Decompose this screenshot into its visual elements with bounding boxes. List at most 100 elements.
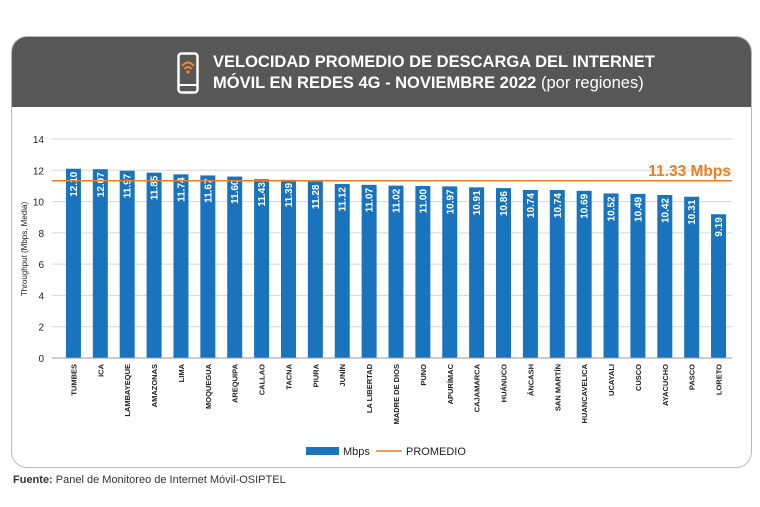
bar-value-label: 12.07 <box>96 172 107 197</box>
bar-value-label: 10.74 <box>553 193 564 218</box>
x-tick-label: PUNO <box>419 364 428 386</box>
bar <box>469 187 485 358</box>
bar <box>576 190 592 358</box>
bar <box>657 195 673 358</box>
bar-value-label: 10.42 <box>660 198 671 223</box>
bar-value-label: 11.12 <box>338 187 349 212</box>
chart-card: VELOCIDAD PROMEDIO DE DESCARGA DEL INTER… <box>11 36 752 468</box>
x-tick-label: AREQUIPA <box>231 363 240 403</box>
bar <box>334 184 350 358</box>
bar <box>415 185 431 358</box>
x-tick-label: HUÁNUCO <box>500 364 509 402</box>
x-tick-label: AMAZONAS <box>150 364 159 407</box>
bar-value-label: 11.60 <box>230 179 241 204</box>
y-tick-label: 10 <box>33 198 45 209</box>
title-block: VELOCIDAD PROMEDIO DE DESCARGA DEL INTER… <box>177 52 697 94</box>
y-tick-label: 4 <box>38 291 44 302</box>
bar-value-label: 10.52 <box>607 196 618 221</box>
bar-value-label: 9.19 <box>714 217 725 237</box>
y-axis-label: Throughput (Mbps, Media) <box>20 202 29 297</box>
x-tick-label: ICA <box>96 363 105 377</box>
x-tick-label: CUSCO <box>634 364 643 391</box>
bar <box>711 214 727 358</box>
average-label: 11.33 Mbps <box>648 163 731 180</box>
x-tick-label: UCAYALI <box>607 364 616 396</box>
x-tick-label: MOQUEGUA <box>204 363 213 409</box>
x-tick-label: CALLAO <box>258 364 267 395</box>
bar-value-label: 11.28 <box>311 184 322 209</box>
bar <box>630 193 646 358</box>
source-note: Fuente: Panel de Monitoreo de Internet M… <box>13 474 286 486</box>
x-tick-label: SAN MARTÍN <box>553 364 562 411</box>
bar-value-label: 11.97 <box>123 173 134 198</box>
x-tick-label: TACNA <box>284 363 293 389</box>
bar <box>92 169 108 358</box>
bar-value-label: 10.31 <box>687 199 698 224</box>
bar <box>388 185 404 358</box>
bar-value-label: 10.69 <box>580 193 591 218</box>
x-tick-label: LA LIBERTAD <box>365 363 374 413</box>
bar-value-label: 11.74 <box>176 177 187 202</box>
x-tick-label: JUNÍN <box>338 364 347 387</box>
legend-label-promedio: PROMEDIO <box>406 446 466 458</box>
legend-swatch-mbps <box>306 447 339 455</box>
bar <box>254 179 270 358</box>
bar <box>603 193 619 358</box>
x-tick-label: LIMA <box>177 363 186 382</box>
bar <box>684 196 700 358</box>
bar <box>496 188 512 358</box>
bar <box>146 172 162 358</box>
bar-value-label: 11.85 <box>150 175 161 200</box>
x-tick-label: APURÍMAC <box>446 363 455 404</box>
chart-title-suffix: (por regiones) <box>540 74 644 92</box>
bar <box>119 170 135 358</box>
bar-value-label: 12.10 <box>69 171 80 196</box>
x-tick-label: CAJAMARCA <box>473 363 482 412</box>
y-tick-label: 8 <box>38 229 44 240</box>
x-tick-label: ÁNCASH <box>526 364 535 396</box>
y-tick-label: 14 <box>33 135 45 146</box>
bar-value-label: 10.91 <box>472 190 483 215</box>
bar <box>361 184 377 358</box>
x-tick-label: MADRE DE DIOS <box>392 364 401 424</box>
bar-value-label: 10.97 <box>445 189 456 214</box>
x-tick-label: AYACUCHO <box>661 364 670 406</box>
source-text: Panel de Monitoreo de Internet Móvil-OSI… <box>55 474 286 486</box>
x-tick-label: LORETO <box>715 364 724 395</box>
bar <box>442 186 458 358</box>
chart-header: VELOCIDAD PROMEDIO DE DESCARGA DEL INTER… <box>12 37 751 107</box>
bar-value-label: 10.74 <box>526 193 537 218</box>
bar-value-label: 10.86 <box>499 191 510 216</box>
bar-value-label: 11.39 <box>284 182 295 207</box>
bar <box>307 181 323 358</box>
bar-value-label: 11.02 <box>392 188 403 213</box>
bar <box>549 189 565 358</box>
chart-title: VELOCIDAD PROMEDIO DE DESCARGA DEL INTER… <box>213 52 655 94</box>
source-label: Fuente: <box>13 474 53 486</box>
bar <box>280 179 296 358</box>
y-tick-label: 2 <box>38 323 44 334</box>
smartphone-wifi-icon <box>177 52 199 94</box>
y-tick-label: 12 <box>33 166 45 177</box>
chart-title-line1: VELOCIDAD PROMEDIO DE DESCARGA DEL INTER… <box>213 53 655 71</box>
x-tick-label: PIURA <box>311 363 320 387</box>
y-tick-label: 6 <box>38 260 44 271</box>
legend-label-mbps: Mbps <box>343 446 370 458</box>
bar <box>522 189 538 358</box>
bar-value-label: 11.43 <box>257 182 268 207</box>
x-tick-label: TUMBES <box>69 364 78 396</box>
bar <box>65 168 81 358</box>
bar <box>227 176 243 358</box>
y-tick-label: 0 <box>38 354 44 365</box>
bar-value-label: 11.07 <box>365 187 376 212</box>
bar-value-label: 11.00 <box>418 189 429 214</box>
bar <box>200 175 216 358</box>
x-tick-label: PASCO <box>688 364 697 390</box>
x-tick-label: LAMBAYEQUE <box>123 364 132 417</box>
bar-value-label: 11.67 <box>203 178 214 203</box>
bar-value-label: 10.49 <box>633 196 644 221</box>
bar <box>173 174 189 358</box>
x-tick-label: HUANCAVELICA <box>580 363 589 423</box>
chart-title-line2: MÓVIL EN REDES 4G - NOVIEMBRE 2022 <box>213 74 537 92</box>
